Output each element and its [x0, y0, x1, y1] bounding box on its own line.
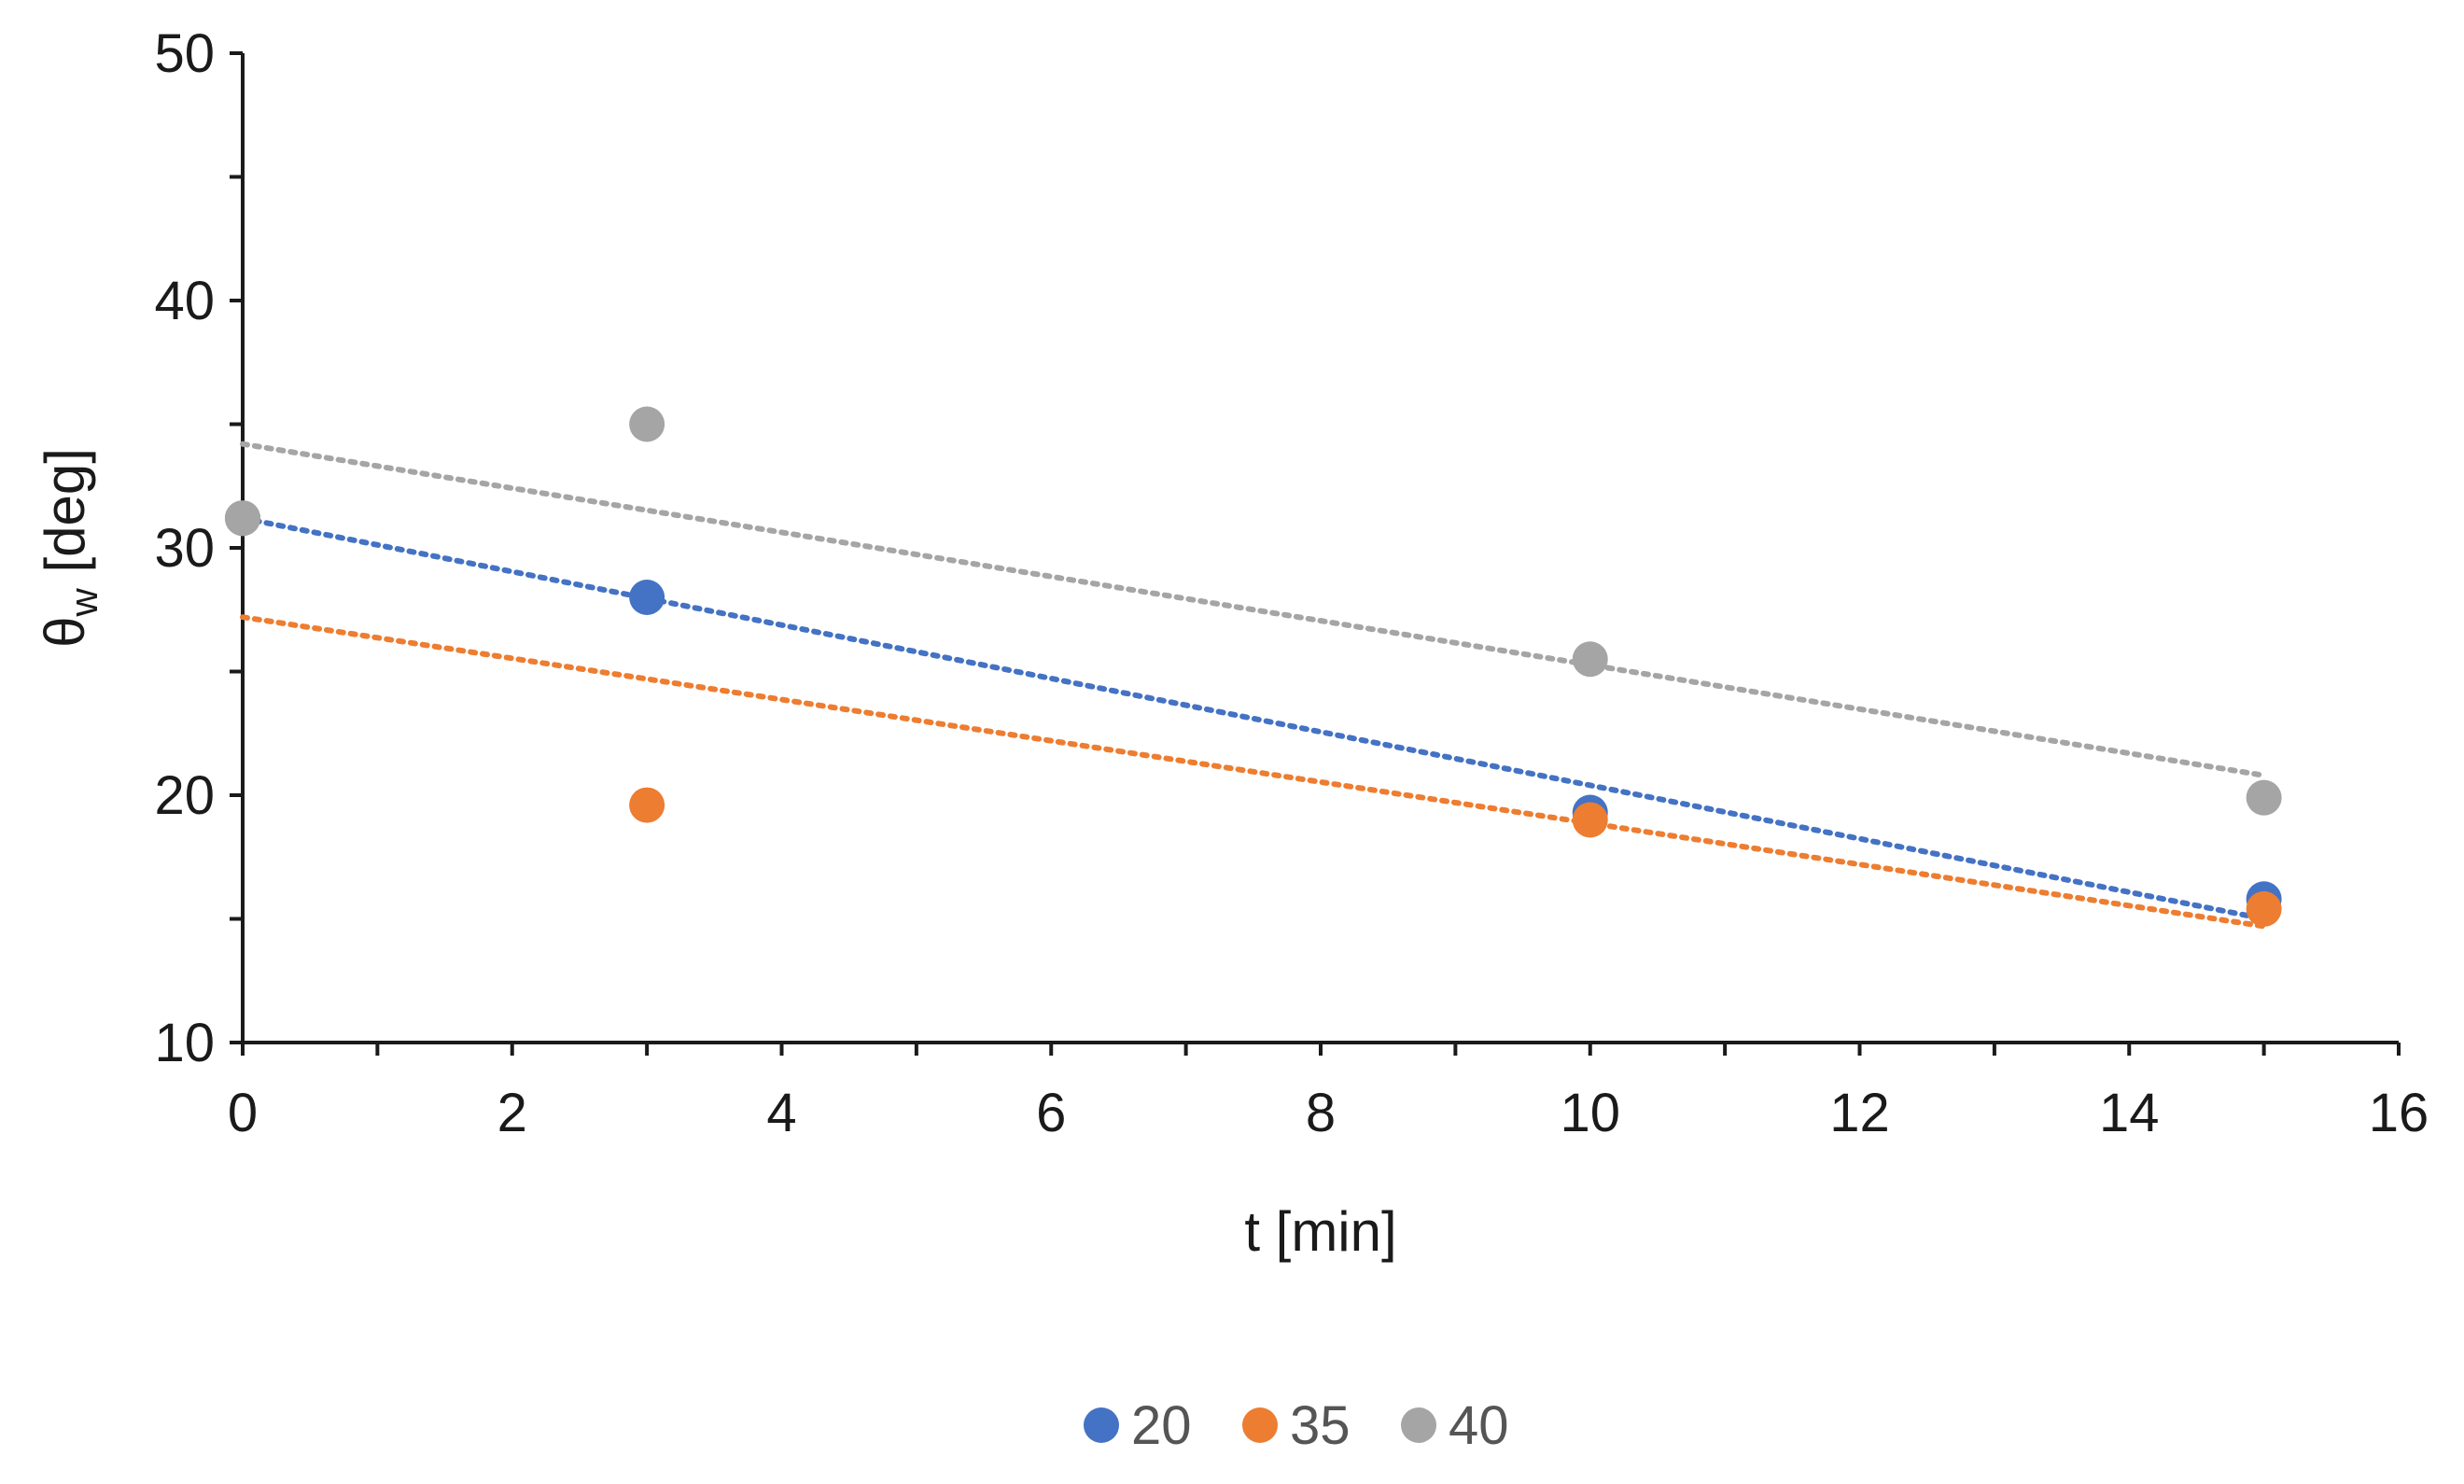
x-tick-label: 10 — [1560, 1083, 1620, 1143]
legend-marker-20 — [1084, 1407, 1119, 1443]
x-tick-label: 16 — [2369, 1083, 2429, 1143]
y-axis-title: θw [deg] — [34, 448, 105, 648]
trendline-35 — [240, 614, 2267, 930]
point-40-1 — [629, 406, 665, 442]
legend-marker-40 — [1401, 1407, 1436, 1443]
trendline-40 — [240, 441, 2267, 778]
legend-label-40: 40 — [1449, 1395, 1509, 1456]
data-points — [225, 406, 2282, 927]
point-40-3 — [2246, 779, 2282, 816]
x-tick-label: 4 — [766, 1083, 796, 1143]
point-40-0 — [225, 500, 260, 537]
point-35-1 — [629, 787, 665, 823]
y-tick-label: 10 — [154, 1013, 215, 1073]
y-tick-label: 20 — [154, 765, 215, 826]
point-20-1 — [629, 580, 665, 615]
legend-label-35: 35 — [1290, 1395, 1351, 1456]
legend-item-40: 40 — [1401, 1395, 1509, 1456]
y-axis-title-unit: [deg] — [34, 448, 96, 588]
point-40-2 — [1572, 641, 1608, 678]
legend-marker-35 — [1242, 1407, 1278, 1443]
x-tick-label: 6 — [1036, 1083, 1066, 1143]
y-axis-title-subscript: w — [62, 588, 105, 618]
x-tick-label: 2 — [497, 1083, 527, 1143]
y-tick-label: 50 — [154, 23, 215, 84]
y-axis-title-main: θ — [34, 617, 96, 648]
trendline-20 — [240, 515, 2267, 922]
legend-item-20: 20 — [1084, 1395, 1192, 1456]
x-tick-label: 12 — [1829, 1083, 1890, 1143]
legend-label-20: 20 — [1131, 1395, 1192, 1456]
x-tick-label: 8 — [1306, 1083, 1336, 1143]
point-35-2 — [1572, 802, 1608, 838]
legend-item-35: 35 — [1242, 1395, 1351, 1456]
y-tick-label: 30 — [154, 518, 215, 579]
point-35-3 — [2246, 890, 2282, 927]
legend: 20 35 40 — [1084, 1395, 1509, 1456]
x-tick-label: 0 — [228, 1083, 258, 1143]
x-axis: 0 2 4 6 8 10 12 14 16 — [228, 1041, 2429, 1143]
x-axis-title: t [min] — [1244, 1200, 1396, 1263]
trendlines — [240, 441, 2267, 930]
y-tick-label: 40 — [154, 271, 215, 331]
x-tick-label: 14 — [2099, 1083, 2160, 1143]
y-axis: 10 20 30 40 50 — [154, 23, 245, 1073]
